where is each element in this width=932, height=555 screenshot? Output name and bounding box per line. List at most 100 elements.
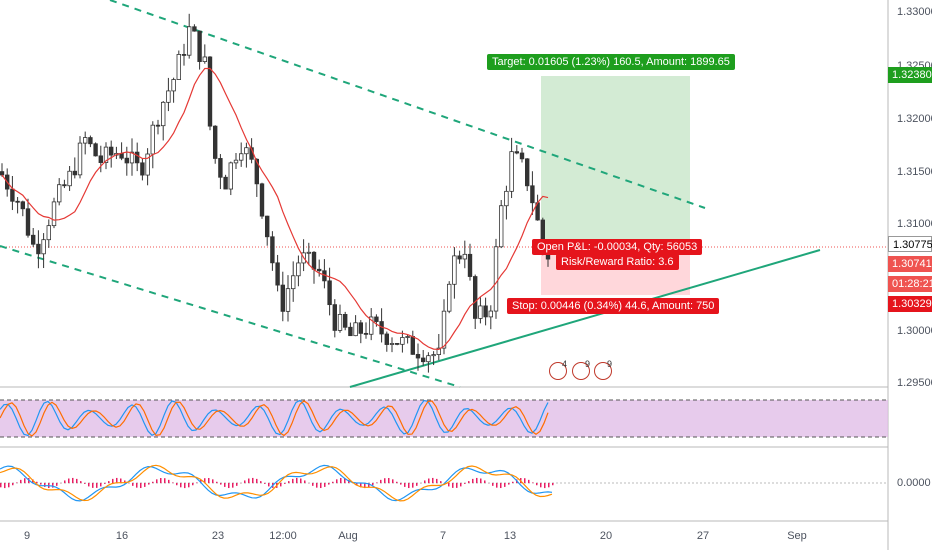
target-zone[interactable]: [541, 76, 690, 247]
risk-reward-label[interactable]: Risk/Reward Ratio: 3.6: [556, 254, 679, 270]
candle-body: [78, 143, 82, 175]
macd-bar: [148, 483, 150, 485]
candle-body: [354, 323, 358, 336]
macd-bar: [528, 480, 530, 483]
candle-body: [47, 226, 51, 240]
macd-bar: [292, 479, 294, 483]
candle-body: [31, 235, 35, 244]
candle-body: [349, 327, 353, 335]
target-label[interactable]: Target: 0.01605 (1.23%) 160.5, Amount: 1…: [487, 54, 735, 70]
macd-bar: [80, 481, 82, 483]
candle-body: [271, 237, 275, 263]
candle-body: [42, 240, 46, 254]
macd-bar: [304, 480, 306, 483]
macd-bar: [196, 482, 198, 483]
current-price-tag: 1.30775: [888, 236, 932, 252]
stop-label[interactable]: Stop: 0.00446 (0.34%) 44.6, Amount: 750: [507, 298, 719, 314]
macd-bar: [140, 483, 142, 488]
macd-bar: [412, 483, 414, 488]
event-flag-us[interactable]: 4: [549, 362, 567, 380]
macd-tick: 0.0000: [897, 477, 931, 489]
macd-bar: [504, 483, 506, 487]
event-flag-count: 9: [607, 359, 612, 369]
macd-bar: [428, 479, 430, 483]
macd-bar: [540, 483, 542, 487]
macd-bar: [332, 482, 334, 483]
macd-bar: [380, 480, 382, 483]
macd-bar: [220, 483, 222, 485]
macd-bar: [320, 483, 322, 488]
candle-body: [510, 152, 514, 192]
candle-body: [401, 337, 405, 344]
macd-bar: [100, 483, 102, 486]
open-pnl-label[interactable]: Open P&L: -0.00034, Qty: 56053: [532, 239, 702, 255]
stop-price-tag: 1.30329: [888, 296, 932, 312]
date-tick: 27: [697, 530, 709, 542]
macd-bar: [8, 483, 10, 487]
macd-bar: [456, 483, 458, 488]
macd-bar: [244, 480, 246, 483]
candle-body: [52, 202, 56, 226]
candle-body: [68, 171, 72, 186]
event-flag-us-2[interactable]: 9: [572, 362, 590, 380]
candle-body: [172, 80, 176, 91]
macd-bar: [132, 483, 134, 486]
candle-body: [213, 126, 217, 158]
candle-body: [245, 148, 249, 154]
candle-body: [364, 333, 368, 334]
event-flag-ca[interactable]: 9: [594, 362, 612, 380]
macd-bar: [440, 481, 442, 483]
macd-bar: [176, 483, 178, 485]
candle-body: [0, 172, 4, 175]
macd-bar: [56, 483, 58, 486]
candle-body: [89, 138, 93, 144]
macd-bar: [508, 483, 510, 485]
candle-body: [432, 355, 436, 356]
candle-body: [161, 102, 165, 125]
macd-bar: [192, 483, 194, 485]
date-tick: 20: [600, 530, 612, 542]
macd-bar: [324, 483, 326, 487]
macd-bar: [4, 483, 6, 488]
macd-bar: [388, 478, 390, 483]
candle-body: [359, 323, 363, 334]
macd-bar: [384, 478, 386, 483]
macd-bar: [532, 482, 534, 483]
macd-bar: [284, 483, 286, 484]
candle-body: [99, 156, 103, 163]
candle-body: [177, 54, 181, 79]
candle-body: [239, 154, 243, 160]
candle-body: [26, 209, 30, 235]
candle-body: [421, 358, 425, 362]
macd-bar: [76, 479, 78, 483]
candle-body: [458, 256, 462, 259]
candle-body: [494, 247, 498, 311]
date-tick: 7: [440, 530, 446, 542]
macd-bar: [496, 483, 498, 488]
macd-bar: [12, 483, 14, 485]
candle-body: [531, 186, 535, 203]
macd-bar: [224, 483, 226, 487]
price-tick: 1.30000: [897, 325, 932, 337]
candle-body: [338, 314, 342, 330]
candle-body: [281, 285, 285, 311]
macd-bar: [40, 483, 42, 485]
macd-bar: [480, 479, 482, 483]
candle-body: [505, 191, 509, 205]
macd-bar: [16, 482, 18, 483]
macd-bar: [92, 483, 94, 488]
candle-body: [265, 216, 269, 237]
macd-bar: [232, 483, 234, 488]
date-tick: Sep: [787, 530, 807, 542]
price-tick: 1.31500: [897, 166, 932, 178]
macd-bar: [492, 483, 494, 486]
macd-bar: [172, 482, 174, 483]
macd-bar: [20, 480, 22, 483]
macd-bar: [164, 478, 166, 483]
candle-body: [312, 252, 316, 269]
candle-body: [63, 185, 67, 186]
candle-body: [182, 54, 186, 55]
